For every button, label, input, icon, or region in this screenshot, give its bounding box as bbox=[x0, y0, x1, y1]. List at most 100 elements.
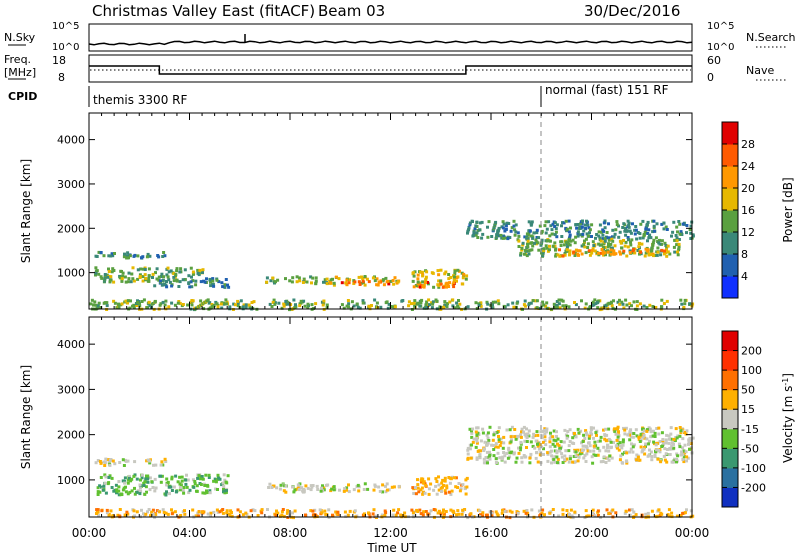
heatmap-cell bbox=[98, 490, 102, 494]
heatmap-cell bbox=[664, 441, 668, 445]
heatmap-cell bbox=[150, 480, 154, 484]
colorbar-segment bbox=[722, 428, 738, 449]
heatmap-cell bbox=[201, 477, 205, 481]
heatmap-cell bbox=[668, 447, 672, 450]
colorbar-tick-label: -100 bbox=[741, 462, 766, 475]
heatmap-cell bbox=[416, 483, 420, 487]
heatmap-cell bbox=[621, 302, 625, 306]
heatmap-cell bbox=[188, 285, 192, 289]
heatmap-cell bbox=[191, 270, 195, 274]
heatmap-cell bbox=[628, 508, 631, 512]
heatmap-cell bbox=[325, 282, 329, 286]
heatmap-cell bbox=[124, 280, 128, 284]
heatmap-cell bbox=[309, 509, 313, 513]
heatmap-cell bbox=[271, 276, 275, 280]
y-tick-label: 2000 bbox=[57, 429, 85, 442]
heatmap-cell bbox=[544, 244, 548, 248]
heatmap-cell bbox=[525, 446, 528, 449]
heatmap-cell bbox=[505, 451, 509, 455]
heatmap-cell bbox=[527, 434, 531, 438]
heatmap-cell bbox=[597, 230, 601, 234]
heatmap-cell bbox=[490, 235, 494, 238]
heatmap-cell bbox=[529, 440, 533, 444]
heatmap-cell bbox=[510, 226, 514, 230]
heatmap-cell bbox=[613, 244, 617, 248]
heatmap-cell bbox=[628, 251, 632, 254]
heatmap-cell bbox=[600, 251, 603, 255]
heatmap-cell bbox=[125, 254, 129, 258]
heatmap-cell bbox=[96, 486, 100, 490]
heatmap-cell bbox=[619, 241, 623, 245]
heatmap-cell bbox=[517, 451, 521, 455]
heatmap-cell bbox=[507, 222, 511, 225]
heatmap-cell bbox=[98, 484, 102, 488]
heatmap-cell bbox=[443, 300, 447, 304]
heatmap-cell bbox=[276, 278, 280, 282]
heatmap-cell bbox=[103, 481, 107, 485]
heatmap-cell bbox=[651, 305, 655, 308]
heatmap-cell bbox=[548, 511, 552, 515]
heatmap-cell bbox=[672, 442, 675, 446]
heatmap-cell bbox=[345, 283, 349, 287]
heatmap-cell bbox=[678, 222, 682, 226]
heatmap-cell bbox=[609, 248, 613, 252]
nave-tick-bottom: 0 bbox=[707, 71, 714, 84]
heatmap-cell bbox=[208, 277, 212, 281]
heatmap-cell bbox=[576, 223, 580, 226]
heatmap-cell bbox=[588, 434, 592, 438]
heatmap-cell bbox=[531, 244, 535, 248]
heatmap-cell bbox=[431, 302, 435, 306]
heatmap-cell bbox=[310, 485, 314, 489]
heatmap-cell bbox=[667, 437, 671, 441]
heatmap-cell bbox=[163, 254, 167, 258]
heatmap-cell bbox=[670, 444, 674, 448]
heatmap-cell bbox=[292, 516, 295, 520]
heatmap-cell bbox=[132, 254, 136, 258]
heatmap-cell bbox=[689, 224, 693, 228]
heatmap-cell bbox=[105, 273, 109, 277]
heatmap-cell bbox=[664, 452, 668, 456]
heatmap-cell bbox=[657, 508, 661, 512]
heatmap-cell bbox=[565, 436, 569, 440]
heatmap-cell bbox=[189, 280, 193, 284]
heatmap-cell bbox=[470, 431, 474, 435]
heatmap-cell bbox=[166, 266, 170, 270]
heatmap-cell bbox=[445, 285, 448, 289]
heatmap-cell bbox=[178, 475, 182, 479]
heatmap-cell bbox=[677, 220, 681, 223]
heatmap-cell bbox=[224, 480, 228, 484]
heatmap-cell bbox=[122, 464, 126, 467]
heatmap-cell bbox=[105, 508, 109, 512]
heatmap-cell bbox=[157, 278, 161, 282]
heatmap-cell bbox=[117, 489, 121, 493]
colorbar-tick-label: -15 bbox=[741, 423, 759, 436]
heatmap-cell bbox=[196, 268, 200, 272]
heatmap-cell bbox=[410, 508, 414, 512]
heatmap-cell bbox=[274, 513, 278, 517]
heatmap-cell bbox=[183, 512, 187, 516]
heatmap-cell bbox=[662, 221, 666, 225]
heatmap-cell bbox=[550, 228, 554, 232]
heatmap-cell bbox=[199, 477, 202, 481]
heatmap-cell bbox=[543, 435, 547, 439]
heatmap-cell bbox=[660, 305, 663, 309]
heatmap-cell bbox=[96, 490, 100, 494]
heatmap-cell bbox=[118, 508, 122, 511]
heatmap-cell bbox=[216, 473, 220, 477]
heatmap-cell bbox=[544, 443, 548, 447]
heatmap-cell bbox=[603, 219, 607, 223]
heatmap-cell bbox=[515, 301, 519, 305]
heatmap-cell bbox=[597, 234, 601, 238]
heatmap-cell bbox=[190, 303, 194, 307]
heatmap-cell bbox=[453, 275, 456, 279]
heatmap-cell bbox=[597, 299, 601, 303]
heatmap-cell bbox=[523, 299, 527, 303]
heatmap-cell bbox=[688, 436, 692, 440]
heatmap-cell bbox=[559, 440, 563, 444]
heatmap-cell bbox=[112, 299, 116, 303]
heatmap-cell bbox=[567, 460, 571, 464]
heatmap-cell bbox=[685, 429, 689, 433]
heatmap-cell bbox=[220, 281, 224, 285]
heatmap-cell bbox=[314, 302, 318, 306]
